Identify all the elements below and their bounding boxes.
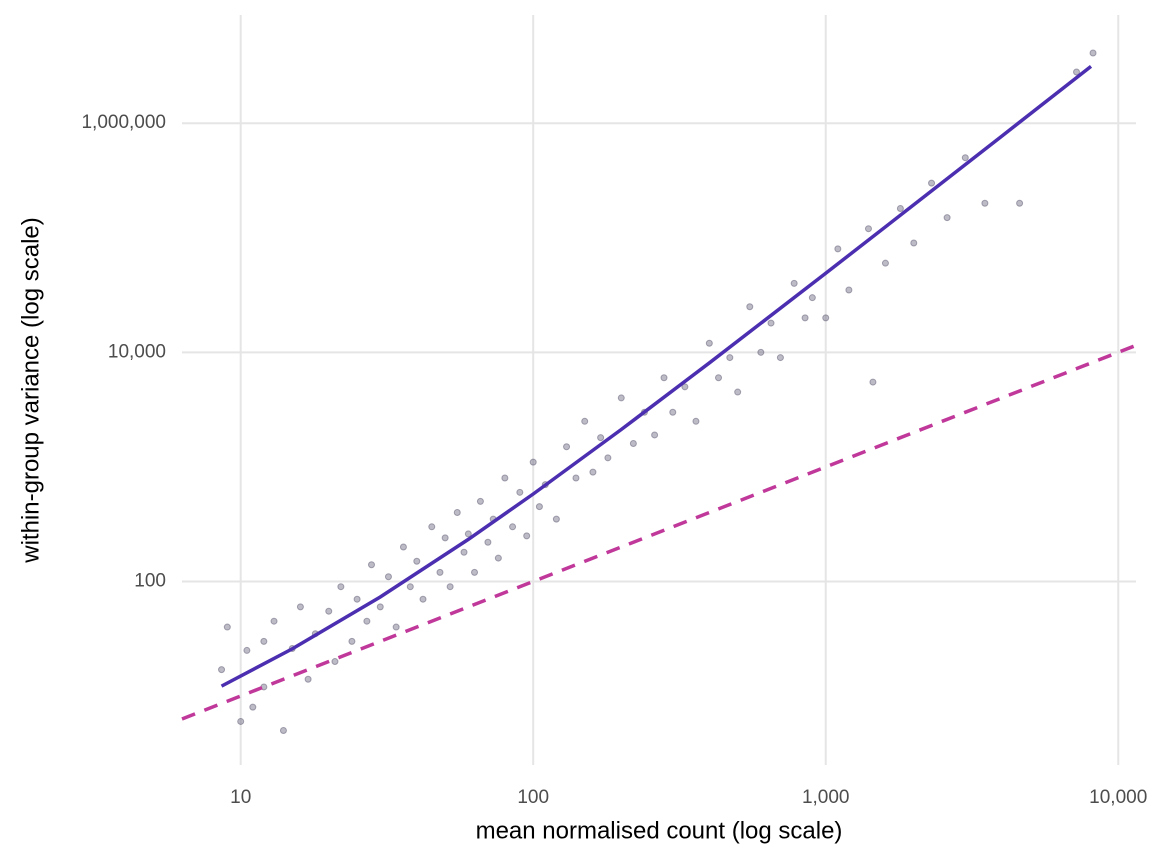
point (260, 637, 268, 645)
point (896, 205, 904, 213)
point (651, 431, 659, 439)
point (581, 417, 589, 425)
point (348, 637, 356, 645)
point (367, 561, 375, 569)
point (376, 603, 384, 611)
y-tick-label: 1,000,000 (81, 112, 166, 133)
point (981, 199, 989, 207)
point (337, 583, 345, 591)
fit-line (220, 64, 1093, 688)
point (746, 303, 754, 311)
point (801, 314, 809, 322)
point (279, 727, 287, 735)
point (392, 623, 400, 631)
point (692, 417, 700, 425)
y-tick-label: 100 (134, 570, 166, 591)
x-tick-label: 100 (517, 787, 549, 808)
point (331, 658, 339, 666)
point (845, 286, 853, 294)
point (453, 508, 461, 516)
point (406, 583, 414, 591)
point (419, 595, 427, 603)
point (243, 646, 251, 654)
point (881, 259, 889, 267)
point (808, 294, 816, 302)
point (572, 474, 580, 482)
point (552, 515, 560, 523)
point (446, 583, 454, 591)
point (516, 488, 524, 496)
point (629, 440, 637, 448)
x-tick-label: 1,000 (802, 787, 850, 808)
point (509, 523, 517, 531)
point (413, 557, 421, 565)
point (928, 179, 936, 187)
point (1073, 68, 1081, 76)
point (535, 503, 543, 511)
point (237, 717, 245, 725)
point (563, 443, 571, 451)
point (1016, 199, 1024, 207)
x-tick-label: 10,000 (1089, 787, 1147, 808)
point (822, 314, 830, 322)
point (681, 383, 689, 391)
point (304, 675, 312, 683)
point (494, 554, 502, 562)
point (757, 348, 765, 356)
point (353, 595, 361, 603)
point (660, 374, 668, 382)
point (223, 623, 231, 631)
point (617, 394, 625, 402)
point (270, 617, 278, 625)
point (961, 154, 969, 162)
point (399, 543, 407, 551)
point (597, 434, 605, 442)
point (669, 408, 677, 416)
point (460, 548, 468, 556)
x-axis-title: mean normalised count (log scale) (476, 817, 843, 844)
point (1089, 49, 1097, 57)
x-tick-label: 10 (230, 787, 251, 808)
point (296, 603, 304, 611)
point (363, 617, 371, 625)
point (529, 458, 537, 466)
point (501, 474, 509, 482)
point (384, 573, 392, 581)
point (523, 532, 531, 540)
point (767, 319, 775, 327)
point (864, 225, 872, 233)
point (484, 538, 492, 546)
point (428, 523, 436, 531)
point (476, 497, 484, 505)
point (943, 214, 951, 222)
point (834, 245, 842, 253)
point (441, 534, 449, 542)
point (910, 239, 918, 247)
y-tick-label: 10,000 (108, 341, 166, 362)
point (715, 374, 723, 382)
point (471, 568, 479, 576)
y-axis-title: within-group variance (log scale) (17, 217, 44, 564)
point (464, 530, 472, 538)
point (249, 703, 257, 711)
point (325, 607, 333, 615)
point (218, 666, 226, 674)
point (436, 568, 444, 576)
point (790, 279, 798, 287)
point (604, 454, 612, 462)
point (734, 388, 742, 396)
point (869, 378, 877, 386)
reference-line (181, 343, 1137, 721)
point (776, 354, 784, 362)
point (589, 468, 597, 476)
point (726, 354, 734, 362)
point (705, 339, 713, 347)
